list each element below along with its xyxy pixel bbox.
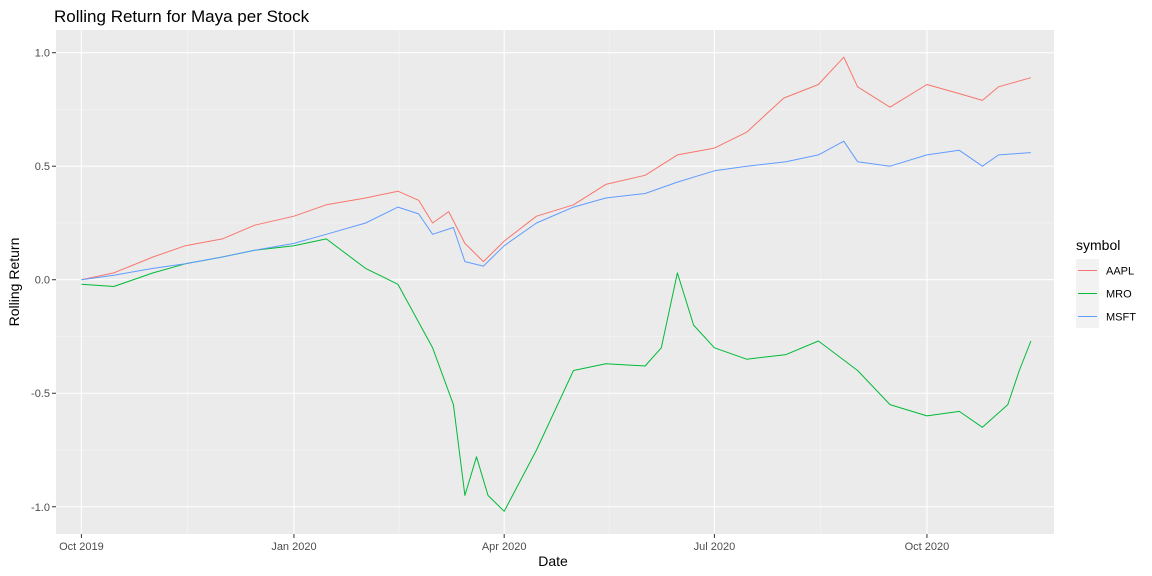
x-tick-label: Oct 2020 xyxy=(905,541,950,553)
y-tick-label: 0.5 xyxy=(35,161,50,173)
legend: symbol AAPL MRO MSFT xyxy=(1076,237,1136,328)
y-tick-label: 0.0 xyxy=(35,275,50,287)
grid-lines xyxy=(56,30,1054,534)
legend-label-msft: MSFT xyxy=(1106,312,1136,324)
x-tick-label: Jan 2020 xyxy=(271,541,316,553)
series-lines xyxy=(81,56,1032,512)
x-tick-label: Oct 2019 xyxy=(59,541,104,553)
chart-title: Rolling Return for Maya per Stock xyxy=(54,7,310,26)
x-axis-title: Date xyxy=(538,553,568,569)
legend-label-aapl: AAPL xyxy=(1106,266,1134,278)
x-tick-label: Jul 2020 xyxy=(694,541,736,553)
y-tick-label: -0.5 xyxy=(31,388,50,400)
series-line-aapl xyxy=(81,56,1032,281)
series-line-msft xyxy=(81,140,1031,281)
series-line-mro xyxy=(81,238,1032,512)
y-axis-title: Rolling Return xyxy=(6,238,22,327)
plot-panel xyxy=(56,30,1054,534)
legend-title: symbol xyxy=(1076,237,1120,253)
x-axis-ticks: Oct 2019 Jan 2020 Apr 2020 Jul 2020 Oct 2020 xyxy=(59,534,949,553)
y-tick-label: -1.0 xyxy=(31,502,50,514)
y-axis-ticks: -1.0 -0.5 0.0 0.5 1.0 xyxy=(31,48,56,514)
x-tick-label: Apr 2020 xyxy=(482,541,527,553)
legend-label-mro: MRO xyxy=(1106,289,1132,301)
y-tick-label: 1.0 xyxy=(35,48,50,60)
